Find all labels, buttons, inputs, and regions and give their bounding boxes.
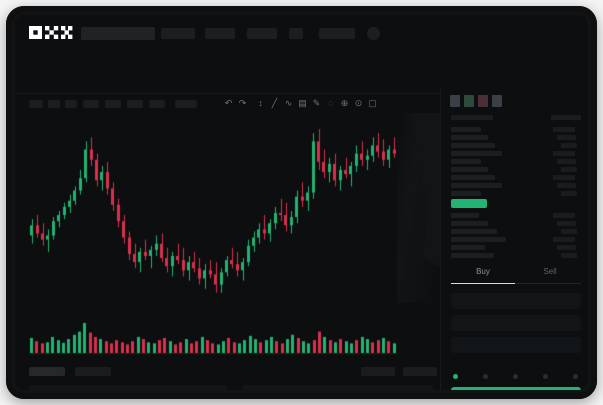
- orderbook-bid-row[interactable]: [451, 229, 497, 234]
- orderbook-ask-row[interactable]: [451, 135, 488, 140]
- orderbook-bid-price: [557, 221, 576, 226]
- tf-item-1[interactable]: [29, 367, 65, 376]
- nav-item-1[interactable]: [161, 28, 195, 39]
- orderbook-ask-price: [561, 143, 577, 148]
- order-price-field[interactable]: [451, 293, 581, 309]
- toolbar-timeframe-4[interactable]: [83, 100, 99, 108]
- orderbook-ask-row[interactable]: [451, 159, 481, 164]
- orderbook-ask-row[interactable]: [451, 183, 502, 188]
- orderbook-bid-price: [553, 237, 575, 242]
- orderbook-ask-row[interactable]: [451, 175, 495, 180]
- magnet-icon[interactable]: ⊕: [340, 98, 349, 108]
- orderbook-ask-row[interactable]: [451, 127, 481, 132]
- order-total-field[interactable]: [451, 337, 581, 353]
- orderbook-ask-row[interactable]: [451, 143, 495, 148]
- volume-canvas: [15, 313, 440, 363]
- toolbar-timeframe-1[interactable]: [29, 100, 43, 108]
- orderbook-header: [551, 115, 581, 120]
- orderbook-ask-price: [553, 127, 575, 132]
- redo-icon[interactable]: ↷: [238, 98, 247, 108]
- orderbook-bid-price: [561, 253, 577, 258]
- orderbook-ask-price: [561, 191, 577, 196]
- toolbar-indicators[interactable]: [175, 100, 197, 108]
- orderbook-bid-price: [561, 229, 577, 234]
- lock-icon[interactable]: ⊙: [354, 98, 363, 108]
- nav-item-4[interactable]: [289, 28, 303, 39]
- orderbook-bid-row[interactable]: [451, 213, 479, 218]
- user-avatar[interactable]: [367, 27, 380, 40]
- toolbar-timeframe-6[interactable]: [127, 100, 143, 108]
- tab-inactive-underline: [515, 283, 581, 284]
- trash-icon[interactable]: ▢: [368, 98, 377, 108]
- orderbook-header: [451, 115, 493, 120]
- orderbook-ask-price: [557, 135, 576, 140]
- orderbook-bid-row[interactable]: [451, 253, 494, 258]
- cursor-icon[interactable]: ↕: [258, 98, 263, 108]
- tf-settings[interactable]: [403, 367, 437, 376]
- tab-buy[interactable]: Buy: [451, 267, 515, 281]
- device-screen: Spot Trading ↶ ↷ ↕ ╱ ∿ ▤ ✎ ◌ ⊕ ⊙ ▢: [15, 15, 588, 390]
- candlestick-canvas: [15, 113, 440, 313]
- tf-export[interactable]: [361, 367, 395, 376]
- okx-logo[interactable]: [29, 26, 73, 40]
- orderbook-ask-price: [553, 175, 575, 180]
- price-chart[interactable]: [15, 113, 440, 313]
- positions-panel[interactable]: [243, 385, 433, 390]
- orderbook-tab-bids[interactable]: [464, 95, 474, 107]
- orderbook-ask-row[interactable]: [451, 191, 481, 196]
- volume-chart[interactable]: [15, 313, 440, 363]
- orderbook-bid-row[interactable]: [451, 237, 506, 242]
- orderbook-ask-price: [553, 151, 575, 156]
- tab-sell-label: Sell: [543, 267, 557, 276]
- tab-buy-label: Buy: [476, 267, 490, 276]
- open-orders-panel[interactable]: [29, 385, 227, 390]
- orderbook-ask-row[interactable]: [451, 151, 502, 156]
- search-input[interactable]: [81, 27, 155, 40]
- toolbar-timeframe-2[interactable]: [48, 100, 60, 108]
- pagination-dot[interactable]: [483, 374, 488, 379]
- device-bezel: [6, 6, 597, 399]
- orderbook-ask-price: [557, 159, 576, 164]
- nav-item-5[interactable]: [319, 28, 355, 39]
- shapes-icon[interactable]: ◌: [327, 98, 334, 108]
- tab-sell[interactable]: Sell: [519, 267, 581, 281]
- trendline-icon[interactable]: ╱: [271, 98, 278, 108]
- tab-active-underline: [451, 283, 515, 284]
- orderbook-ask-price: [557, 183, 576, 188]
- fib-icon[interactable]: ▤: [298, 98, 307, 108]
- chart-toolbar: ↶ ↷ ↕ ╱ ∿ ▤ ✎ ◌ ⊕ ⊙ ▢: [15, 93, 440, 115]
- pagination-dot[interactable]: [543, 374, 548, 379]
- toolbar-timeframe-5[interactable]: [105, 100, 121, 108]
- toolbar-timeframe-7[interactable]: [149, 100, 165, 108]
- orderbook-bid-row[interactable]: [451, 221, 488, 226]
- nav-item-3[interactable]: [247, 28, 277, 39]
- toolbar-timeframe-3[interactable]: [65, 100, 77, 108]
- orderbook-panel: Buy Sell: [440, 87, 588, 390]
- orderbook-tab-mixed[interactable]: [492, 95, 502, 107]
- orderbook-bid-row[interactable]: [451, 245, 485, 250]
- orderbook-bid-price: [557, 245, 576, 250]
- tf-item-2[interactable]: [75, 367, 111, 376]
- top-navigation-bar: [15, 15, 588, 51]
- pagination-dots: [441, 372, 588, 382]
- orderbook-ask-price: [561, 167, 577, 172]
- pagination-dot[interactable]: [513, 374, 518, 379]
- brush-icon[interactable]: ✎: [312, 98, 321, 108]
- orderbook-ask-row[interactable]: [451, 167, 488, 172]
- nav-item-2[interactable]: [205, 28, 235, 39]
- orderbook-tab-asks[interactable]: [478, 95, 488, 107]
- orderbook-bid-price: [553, 213, 575, 218]
- submit-order-button[interactable]: [451, 387, 581, 390]
- tablet-device: Spot Trading ↶ ↷ ↕ ╱ ∿ ▤ ✎ ◌ ⊕ ⊙ ▢: [6, 6, 597, 399]
- pagination-dot[interactable]: [573, 374, 578, 379]
- wave-icon[interactable]: ∿: [284, 98, 293, 108]
- undo-icon[interactable]: ↶: [224, 98, 233, 108]
- order-amount-field[interactable]: [451, 315, 581, 331]
- market-info-bar: Spot Trading: [15, 51, 588, 121]
- pagination-dot[interactable]: [453, 374, 458, 379]
- orderbook-spread-highlight: [451, 199, 487, 208]
- orderbook-tab-all[interactable]: [450, 95, 460, 107]
